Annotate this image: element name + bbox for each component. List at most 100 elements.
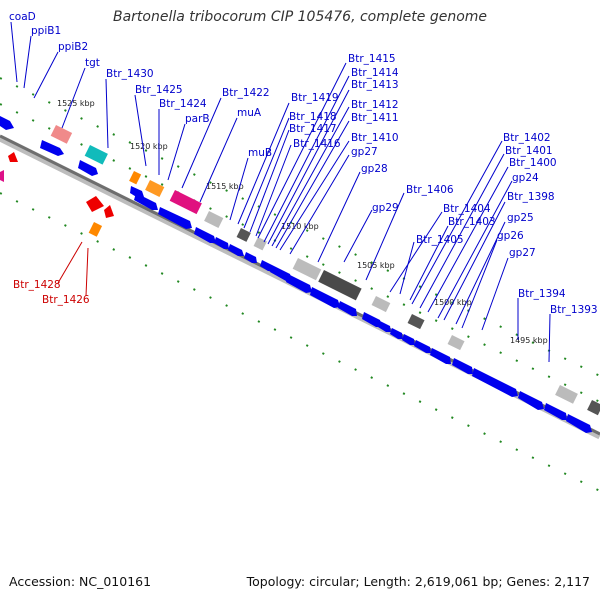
cds-arrow (260, 260, 273, 271)
label-leaders-forward (10, 21, 551, 363)
labels-reverse: Btr_1428 Btr_1426 (13, 279, 90, 306)
cds-arrow (472, 368, 518, 397)
guide-outer (0, 77, 600, 377)
feature-dark2 (318, 270, 362, 301)
gene-label: Btr_1430 (106, 68, 154, 80)
cds-arrow (452, 358, 473, 374)
feature-pink (50, 125, 73, 144)
cds-reverse (0, 152, 114, 237)
feature-gray2 (253, 237, 267, 251)
cds-arrow-reverse (0, 170, 4, 182)
gene-label: tgt (85, 57, 100, 69)
feature-orange2 (145, 180, 165, 197)
gene-label: Btr_1406 (406, 184, 454, 196)
gene-label: Btr_1402 (503, 132, 551, 144)
gene-label: Btr_1410 (351, 132, 399, 144)
cds-arrow (390, 328, 403, 339)
cds-arrow (214, 237, 229, 249)
feature-orange1 (129, 171, 142, 185)
gene-label: Btr_1405 (416, 234, 464, 246)
gene-label: gp29 (372, 202, 399, 214)
gene-label: Btr_1398 (507, 191, 555, 203)
feature-dark1 (236, 228, 251, 242)
feature-gray4 (371, 296, 391, 313)
feature-gray5 (447, 335, 465, 351)
feature-dark3 (407, 314, 425, 330)
accession-text: Accession: NC_010161 (9, 574, 152, 589)
gene-label: ppiB1 (31, 25, 61, 37)
gene-label-reverse: Btr_1426 (42, 294, 90, 306)
cds-arrow-reverse (104, 205, 114, 218)
gene-label: Btr_1403 (448, 216, 496, 228)
cds-arrow (430, 348, 451, 364)
tick-1505: 1505 kbp (357, 261, 395, 270)
gene-label: gp27 (351, 146, 378, 158)
gene-label: Btr_1417 (289, 123, 337, 135)
cds-arrow (244, 252, 257, 263)
gene-label: Btr_1411 (351, 112, 399, 124)
feature-gray6 (555, 385, 578, 404)
gene-label: coaD (9, 11, 36, 23)
gene-label: Btr_1416 (293, 138, 341, 150)
genome-summary: Topology: circular; Length: 2,619,061 bp… (246, 574, 590, 589)
features-forward (50, 125, 600, 416)
cds-arrow (518, 391, 544, 410)
gene-label: ppiB2 (58, 41, 88, 53)
gene-label: Btr_1404 (443, 203, 491, 215)
tick-1495: 1495 kbp (510, 336, 548, 345)
tick-1510: 1510 kbp (281, 222, 319, 231)
cds-arrow (158, 207, 192, 229)
cds-arrow (0, 116, 14, 130)
cds-arrow (40, 140, 64, 156)
guide-tick (0, 103, 600, 403)
gene-label: gp24 (512, 172, 539, 184)
gene-label: Btr_1425 (135, 84, 183, 96)
labels-forward: coaD ppiB1 ppiB2 tgt Btr_1430 Btr_1425 B… (9, 11, 598, 316)
feature-gray1 (204, 211, 224, 228)
label-leaders-reverse (57, 241, 89, 297)
cds-arrow (414, 340, 431, 353)
cds-arrow (310, 287, 340, 308)
map-title: Bartonella tribocorum CIP 105476, comple… (112, 9, 488, 25)
gene-label: muA (237, 107, 262, 119)
tick-1525: 1525 kbp (57, 99, 95, 108)
gene-label: Btr_1424 (159, 98, 207, 110)
gene-label: Btr_1418 (289, 111, 337, 123)
gene-label: Btr_1412 (351, 99, 399, 111)
gene-label: gp27 (509, 247, 536, 259)
gene-label: gp28 (361, 163, 388, 175)
gene-label: Btr_1394 (518, 288, 566, 300)
cds-arrow-reverse (8, 152, 18, 162)
gene-label: Btr_1393 (550, 304, 598, 316)
cds-forward (0, 116, 592, 433)
feature-parB (169, 190, 202, 215)
tick-1520: 1520 kbp (130, 142, 168, 151)
gene-label: Btr_1422 (222, 87, 270, 99)
cds-arrow (362, 312, 382, 327)
feature-dark4 (587, 399, 600, 416)
gene-label: Btr_1401 (505, 145, 553, 157)
cds-arrow (78, 160, 98, 176)
gene-label: Btr_1415 (348, 53, 396, 65)
cds-arrow (270, 265, 292, 281)
gene-label: Btr_1414 (351, 67, 399, 79)
cds-arrow (378, 321, 391, 332)
gene-label: Btr_1413 (351, 79, 399, 91)
cds-arrow (130, 186, 144, 198)
gene-label: gp26 (497, 230, 524, 242)
dotted-guides (0, 77, 600, 492)
cds-arrow (338, 301, 357, 316)
cds-arrow (194, 227, 216, 243)
gene-label: Btr_1419 (291, 92, 339, 104)
guide-inner (0, 192, 600, 492)
feature-tgt (84, 145, 108, 165)
feature-orange-reverse (88, 222, 103, 237)
gene-label: gp25 (507, 212, 534, 224)
cds-arrow (228, 244, 244, 256)
gene-label: muB (248, 147, 272, 159)
cds-arrow (134, 193, 158, 210)
cds-arrow-reverse (86, 196, 104, 212)
cds-arrow (286, 274, 312, 293)
feature-gray3 (292, 258, 322, 281)
